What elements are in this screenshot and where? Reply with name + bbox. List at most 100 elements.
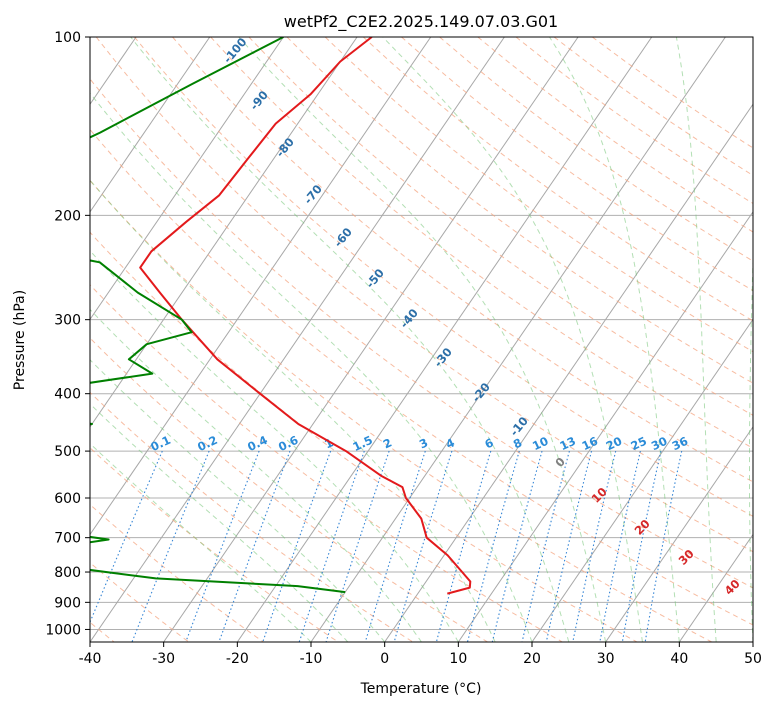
isotherm-line [0,37,62,642]
dry-adiabat-line [134,37,753,517]
mixing-ratio-label: 3 [417,435,430,451]
y-tick-label: 200 [54,208,81,224]
dry-adiabat-line [362,37,753,322]
mixing-ratio-line [621,450,662,642]
moist-adiabat-line [382,37,643,642]
chart-title: wetPf2_C2E2.2025.149.07.03.G01 [284,12,558,32]
mixing-ratio-line [466,450,520,642]
dry-adiabat-label: -40 [397,306,421,331]
mixing-ratio-label: 25 [628,434,648,453]
mixing-ratio-label: 2 [381,435,394,451]
x-tick-label: 0 [380,651,389,667]
isotherm-line [90,37,432,536]
dry-adiabat-label: -80 [273,135,297,160]
mixing-ratio-label: 20 [604,434,624,453]
dry-adiabat-label: -10 [507,414,531,439]
mixing-ratio-line [131,450,210,642]
x-tick-label: -10 [300,651,323,667]
mixing-ratio-label: 10 [530,434,550,453]
x-tick-label: 30 [597,651,615,667]
dry-adiabat-line [90,562,190,642]
mixing-ratio-label: 30 [649,434,669,453]
dry-adiabat-line [477,37,753,233]
y-tick-label: 1000 [45,622,81,638]
isotherm-line [678,533,753,642]
dry-adiabat-label: -70 [301,182,325,207]
dry-adiabat-line [286,37,753,384]
y-tick-label: 900 [54,595,81,611]
dry-adiabat-line [90,391,414,642]
isotherm-line [236,37,653,642]
dry-adiabat-line [439,37,753,262]
mixing-ratio-line [545,450,593,642]
x-tick-label: 40 [670,651,688,667]
x-tick-label: 50 [744,651,762,667]
moist-adiabat-label: 10 [589,485,610,506]
dry-adiabat-line [90,179,712,642]
mixing-ratio-line [572,450,617,642]
mixing-ratio-line [435,450,492,642]
mixing-ratio-line [599,450,641,642]
dry-adiabat-line [210,37,753,449]
dry-adiabat-line [90,447,339,642]
isotherm-line [457,210,753,642]
mixing-ratio-label: 13 [557,434,577,453]
x-tick-label: 10 [449,651,467,667]
dry-adiabat-line [515,37,753,205]
moist-adiabat-line [675,37,717,642]
dry-adiabat-line [401,37,753,292]
mixing-ratio-label: 4 [444,435,457,451]
mixing-ratio-label: 16 [580,434,600,453]
moist-adiabat-label: 30 [676,547,697,568]
isopleth-labels: 0.1 0.2 0.4 0.6 1 1.5 2 3 4 6 8 10 13 16 20 25 30 36-100-… [148,37,743,598]
mixing-ratio-label: 36 [670,434,690,453]
mixing-ratio-line [521,450,570,642]
mixing-ratio-line [325,450,390,642]
y-tick-label: 400 [54,387,81,403]
isotherm-line [90,37,505,642]
y-tick-label: 100 [54,30,81,46]
dry-adiabat-label: -60 [331,225,355,250]
moist-adiabat-line [90,359,386,642]
isotherm-line [605,426,753,642]
mixing-ratio-line [298,450,365,642]
isotherm-line [90,37,358,428]
moist-adiabat-line [749,245,753,642]
y-tick-label: 800 [54,565,81,581]
dry-adiabat-line [90,284,563,642]
y-tick-label: 500 [54,444,81,460]
dry-adiabat-line [90,231,638,642]
dry-adiabat-label: -50 [363,266,387,291]
dry-adiabat-line [95,37,753,553]
axis-ticks: -40 -30 -20 -10 0 10 20 30 40 5010020030040050060… [45,30,762,667]
moist-adiabat-label: 40 [722,577,743,598]
moist-adiabat-line [130,37,570,642]
mixing-ratio-line [218,450,291,642]
moist-adiabat-line [90,442,312,642]
dry-adiabat-label: -30 [431,345,455,370]
dry-adiabat-line [324,37,753,353]
x-tick-label: -40 [79,651,102,667]
profiles [90,37,472,595]
mixing-ratio-line [90,450,163,624]
y-tick-label: 300 [54,313,81,329]
mixing-ratio-label: 6 [482,435,495,451]
dry-adiabat-line [172,37,753,483]
mixing-ratio-line [491,450,543,642]
y-tick-label: 600 [54,491,81,507]
moist-adiabat-line [549,37,680,642]
isotherm-line [90,37,284,321]
moist-adiabat-line [90,179,496,642]
isotherm-line [384,103,753,642]
isotherm-line [531,318,753,642]
moist-adiabat-label: 20 [632,517,653,538]
plot-frame [89,36,754,643]
dry-adiabat-line [90,78,753,589]
temperature-profile-line [139,37,472,595]
x-axis-label: Temperature (°C) [360,681,482,697]
moist-adiabat-line [90,250,459,642]
dry-adiabat-line [248,37,753,416]
y-tick-label: 700 [54,531,81,547]
mixing-ratio-line [393,450,453,642]
